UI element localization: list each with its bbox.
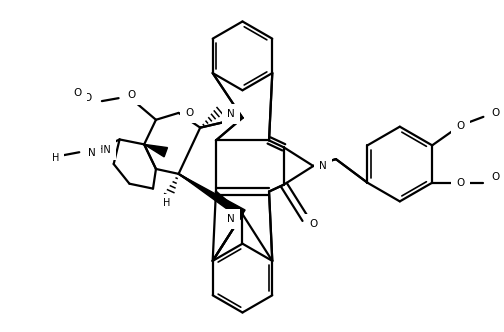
Text: N: N [227,109,234,119]
Text: O: O [493,175,501,185]
Text: O: O [493,109,501,119]
Text: N: N [319,161,327,171]
Text: O: O [73,88,82,98]
Text: N: N [319,161,327,171]
Text: HN: HN [96,145,111,155]
Text: O: O [83,93,91,103]
Text: N: N [88,148,96,158]
Text: O: O [185,108,194,118]
Text: O: O [309,219,318,229]
Polygon shape [144,144,167,157]
Text: O: O [127,90,136,100]
Text: N: N [227,214,234,224]
Text: N: N [227,214,234,224]
Text: O: O [457,121,465,131]
Text: H: H [52,153,59,163]
Text: H: H [163,198,170,208]
Text: O: O [457,178,465,188]
Text: O: O [491,172,499,182]
Polygon shape [178,174,245,218]
Text: O: O [71,91,80,101]
Text: N: N [227,109,234,119]
Text: O: O [491,108,499,118]
